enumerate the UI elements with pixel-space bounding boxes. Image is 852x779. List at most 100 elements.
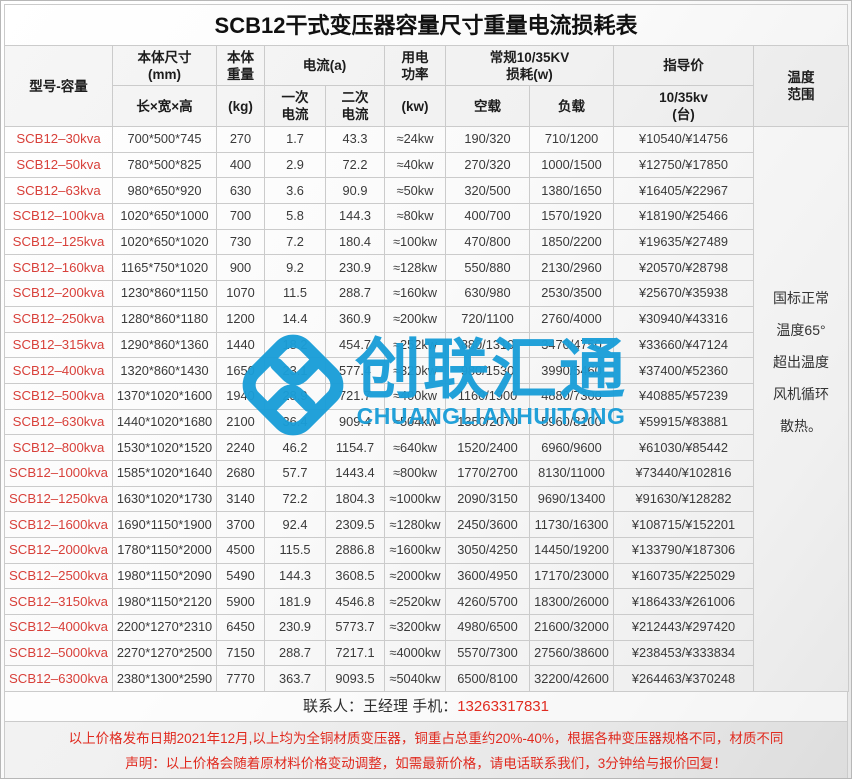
cell-secondary-current: 90.9 [325, 177, 385, 205]
cell-price: ¥33660/¥47124 [613, 331, 755, 359]
cell-price: ¥61030/¥85442 [613, 434, 755, 461]
cell-model: SCB12–500kva [4, 382, 113, 410]
col-subheader-no-load: 空载 [445, 85, 530, 127]
cell-power: ≈2520kw [384, 588, 446, 616]
cell-primary-current: 11.5 [264, 280, 326, 307]
cell-load-loss: 18300/26000 [528, 588, 615, 616]
cell-secondary-current: 5773.7 [325, 614, 385, 641]
cell-weight: 1070 [216, 280, 265, 307]
cell-no-load-loss: 2450/3600 [445, 511, 530, 538]
col-header-loss-group: 常规10/35KV 损耗(w) [444, 45, 615, 86]
cell-dimensions: 1980*1150*2090 [112, 562, 217, 590]
cell-model: SCB12–5000kva [4, 639, 113, 667]
cell-load-loss: 2130/2960 [528, 254, 615, 282]
table-row: SCB12–5000kva 2270*1270*2500 7150 288.7 7217… [4, 639, 849, 667]
cell-secondary-current: 144.3 [325, 203, 385, 230]
cell-load-loss: 2530/3500 [528, 280, 615, 307]
cell-no-load-loss: 1350/2070 [445, 408, 530, 436]
cell-power: ≈1280kw [384, 511, 446, 538]
cell-secondary-current: 180.4 [325, 228, 385, 256]
cell-secondary-current: 3608.5 [325, 562, 385, 590]
cell-no-load-loss: 2090/3150 [445, 485, 530, 513]
cell-load-loss: 1850/2200 [528, 228, 615, 256]
cell-price: ¥16405/¥22967 [613, 177, 755, 205]
cell-no-load-loss: 980/1530 [445, 357, 530, 384]
cell-primary-current: 92.4 [264, 511, 326, 538]
cell-dimensions: 1370*1020*1600 [112, 382, 217, 410]
table-row: SCB12–315kva 1290*860*1360 1440 18.2 454.7 ≈2… [4, 331, 849, 359]
table-header: 型号-容量 本体尺寸 (mm) 本体 重量 电流(a) 用电 功率 常规10/3… [4, 45, 850, 127]
cell-model: SCB12–1000kva [4, 459, 113, 487]
contact-row: 联系人：王经理 手机：13263317831 [4, 692, 848, 723]
col-header-current-group: 电流(a) [264, 45, 385, 86]
cell-power: ≈128kw [384, 254, 446, 282]
cell-price: ¥10540/¥14756 [613, 126, 755, 153]
cell-weight: 700 [216, 203, 265, 230]
cell-power: ≈320kw [384, 357, 446, 384]
cell-model: SCB12–250kva [4, 305, 113, 333]
col-subheader-weight: (kg) [216, 85, 265, 127]
cell-no-load-loss: 1520/2400 [445, 434, 530, 461]
cell-load-loss: 5960/8100 [528, 408, 615, 436]
cell-load-loss: 17170/23000 [528, 562, 615, 590]
cell-load-loss: 6960/9600 [528, 434, 615, 461]
cell-dimensions: 1585*1020*1640 [112, 459, 217, 487]
temperature-note-line: 散热。 [780, 417, 823, 434]
cell-dimensions: 2270*1270*2500 [112, 639, 217, 667]
cell-no-load-loss: 270/320 [445, 151, 530, 179]
col-header-weight: 本体 重量 [216, 45, 265, 86]
cell-secondary-current: 288.7 [325, 280, 385, 307]
page-title: SCB12干式变压器容量尺寸重量电流损耗表 [4, 4, 848, 45]
table-row: SCB12–800kva 1530*1020*1520 2240 46.2 1154.7… [4, 434, 849, 461]
cell-primary-current: 3.6 [264, 177, 326, 205]
cell-primary-current: 57.7 [264, 459, 326, 487]
cell-primary-current: 46.2 [264, 434, 326, 461]
cell-no-load-loss: 5570/7300 [445, 639, 530, 667]
table-row: SCB12–160kva 1165*750*1020 900 9.2 230.9 ≈128… [4, 254, 849, 282]
cell-dimensions: 1780*1150*2000 [112, 537, 217, 564]
cell-price: ¥30940/¥43316 [613, 305, 755, 333]
cell-power: ≈1600kw [384, 537, 446, 564]
table-body: SCB12–30kva 700*500*745 270 1.7 43.3 ≈24kw 190… [4, 125, 850, 693]
table-row: SCB12–50kva 780*500*825 400 2.9 72.2 ≈40kw 270… [4, 151, 849, 179]
contact-label: 联系人：王经理 手机： [303, 698, 458, 716]
cell-load-loss: 8130/11000 [528, 459, 615, 487]
cell-primary-current: 181.9 [264, 588, 326, 616]
cell-secondary-current: 2886.8 [325, 537, 385, 564]
cell-secondary-current: 72.2 [325, 151, 385, 179]
cell-dimensions: 1320*860*1430 [112, 357, 217, 384]
cell-dimensions: 1280*860*1180 [112, 305, 217, 333]
table-row: SCB12–1250kva 1630*1020*1730 3140 72.2 1804.… [4, 485, 849, 513]
cell-power: ≈200kw [384, 305, 446, 333]
cell-no-load-loss: 1160/1900 [445, 382, 530, 410]
temperature-note-line: 温度65° [776, 321, 826, 338]
cell-price: ¥186433/¥261006 [613, 588, 755, 616]
cell-secondary-current: 43.3 [325, 126, 385, 153]
cell-weight: 1940 [216, 382, 265, 410]
table-row: SCB12–3150kva 1980*1150*2120 5900 181.9 4546… [4, 588, 849, 616]
cell-price: ¥20570/¥28798 [613, 254, 755, 282]
cell-model: SCB12–4000kva [4, 614, 113, 641]
cell-price: ¥238453/¥333834 [613, 639, 755, 667]
cell-load-loss: 32200/42600 [528, 665, 615, 693]
cell-price: ¥37400/¥52360 [613, 357, 755, 384]
table-row: SCB12–1600kva 1690*1150*1900 3700 92.4 2309.… [4, 511, 849, 538]
cell-no-load-loss: 3600/4950 [445, 562, 530, 590]
cell-price: ¥160735/¥225029 [613, 562, 755, 590]
table-row: SCB12–2000kva 1780*1150*2000 4500 115.5 2886… [4, 537, 849, 564]
cell-no-load-loss: 190/320 [445, 126, 530, 153]
cell-secondary-current: 1804.3 [325, 485, 385, 513]
cell-model: SCB12–800kva [4, 434, 113, 461]
cell-weight: 5900 [216, 588, 265, 616]
cell-model: SCB12–1600kva [4, 511, 113, 538]
col-subheader-price: 10/35kv (台) [613, 85, 755, 127]
cell-load-loss: 1570/1920 [528, 203, 615, 230]
cell-dimensions: 1980*1150*2120 [112, 588, 217, 616]
cell-primary-current: 18.2 [264, 331, 326, 359]
table-row: SCB12–4000kva 2200*1270*2310 6450 230.9 5773… [4, 614, 849, 641]
cell-primary-current: 288.7 [264, 639, 326, 667]
cell-primary-current: 23.1 [264, 357, 326, 384]
cell-weight: 7770 [216, 665, 265, 693]
cell-dimensions: 780*500*825 [112, 151, 217, 179]
